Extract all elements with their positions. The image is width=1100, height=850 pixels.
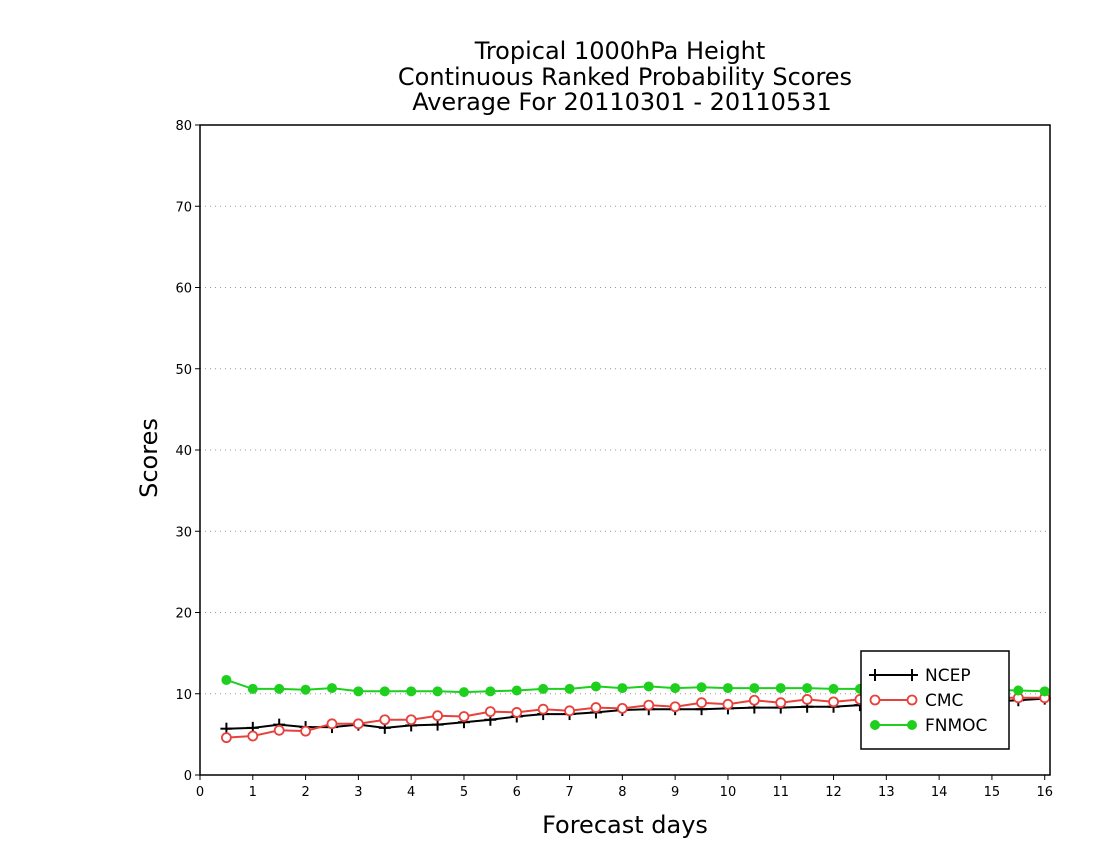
- data-point: [406, 686, 417, 697]
- y-tick-label: 50: [175, 363, 192, 378]
- legend-marker: [869, 694, 881, 706]
- data-point: [616, 702, 628, 714]
- data-point: [775, 697, 787, 709]
- x-tick-label: 4: [407, 785, 415, 800]
- y-tick-label: 10: [175, 688, 192, 703]
- data-point: [828, 683, 839, 694]
- data-point: [590, 681, 601, 692]
- y-tick-label: 30: [175, 525, 192, 540]
- x-tick-label: 12: [825, 785, 842, 800]
- data-point: [748, 694, 760, 706]
- legend-marker: [907, 720, 917, 730]
- legend-marker: [906, 669, 918, 681]
- gridlines: [200, 205, 1050, 695]
- data-point: [405, 714, 417, 726]
- x-axis-label: Forecast days: [542, 811, 708, 839]
- data-point: [432, 710, 443, 722]
- chart-title: Tropical 1000hPa Height Continuous Ranke…: [398, 37, 852, 116]
- data-point: [273, 724, 285, 736]
- data-point: [1039, 686, 1050, 697]
- y-tick-label: 20: [175, 607, 192, 622]
- y-tick-label: 60: [175, 282, 192, 297]
- data-point: [511, 707, 523, 718]
- data-point: [274, 683, 285, 694]
- title-line-1: Tropical 1000hPa Height: [474, 37, 766, 65]
- data-point: [379, 714, 391, 726]
- data-point: [564, 705, 575, 717]
- data-point: [1013, 685, 1024, 696]
- data-point: [696, 697, 707, 709]
- data-point: [696, 682, 707, 693]
- x-tick-label: 14: [931, 785, 948, 800]
- x-tick-label: 1: [249, 785, 257, 800]
- x-tick-label: 11: [772, 785, 789, 800]
- data-point: [670, 683, 681, 694]
- data-point: [326, 718, 338, 730]
- title-line-2: Continuous Ranked Probability Scores: [398, 63, 852, 91]
- legend-marker: [869, 669, 881, 681]
- y-axis-label: Scores: [135, 418, 163, 498]
- data-point: [722, 698, 734, 710]
- data-point: [590, 702, 602, 713]
- data-point: [564, 683, 575, 694]
- x-tick-label: 10: [720, 785, 737, 800]
- data-point: [828, 696, 839, 708]
- data-point: [749, 683, 760, 694]
- x-tick-label: 0: [196, 785, 204, 800]
- x-tick-label: 7: [565, 785, 573, 800]
- data-point: [353, 686, 364, 697]
- title-line-3: Average For 20110301 - 20110531: [412, 88, 832, 116]
- data-point: [485, 686, 496, 697]
- x-tick-label: 15: [984, 785, 1001, 800]
- legend-label-ncep: NCEP: [925, 666, 971, 686]
- data-point: [458, 687, 469, 698]
- data-point: [379, 686, 390, 697]
- x-tick-label: 5: [460, 785, 468, 800]
- data-point: [801, 694, 813, 705]
- data-point: [643, 681, 654, 692]
- legend-marker: [870, 720, 880, 730]
- data-point: [220, 732, 232, 744]
- legend-label-cmc: CMC: [925, 691, 963, 711]
- x-tick-label: 3: [354, 785, 362, 800]
- data-point: [432, 686, 443, 697]
- data-point: [802, 683, 813, 694]
- data-point: [247, 730, 259, 742]
- data-point: [300, 684, 311, 695]
- data-point: [669, 701, 681, 713]
- x-tick-label: 2: [301, 785, 309, 800]
- x-tick-label: 8: [618, 785, 626, 800]
- data-point: [326, 683, 337, 694]
- data-point: [511, 685, 522, 696]
- data-point: [538, 683, 549, 694]
- y-tick-label: 80: [175, 119, 192, 134]
- x-tick-label: 13: [878, 785, 895, 800]
- y-tick-label: 40: [175, 444, 192, 459]
- x-tick-label: 9: [671, 785, 679, 800]
- data-point: [300, 725, 311, 737]
- data-point: [537, 703, 549, 715]
- data-point: [352, 718, 364, 730]
- data-point: [484, 706, 496, 718]
- data-point: [643, 699, 655, 711]
- data-point: [775, 683, 786, 694]
- data-point: [247, 683, 258, 694]
- data-point: [221, 674, 232, 685]
- data-point: [722, 683, 733, 694]
- y-tick-label: 70: [175, 200, 192, 215]
- x-tick-label: 16: [1036, 785, 1053, 800]
- x-tick-label: 6: [513, 785, 521, 800]
- legend-label-fnmoc: FNMOC: [925, 716, 987, 736]
- legend-marker: [906, 694, 918, 706]
- y-tick-label: 0: [184, 769, 192, 784]
- data-point: [617, 683, 628, 694]
- data-point: [458, 711, 470, 722]
- legend: NCEP CMC FNMOC: [860, 650, 1010, 750]
